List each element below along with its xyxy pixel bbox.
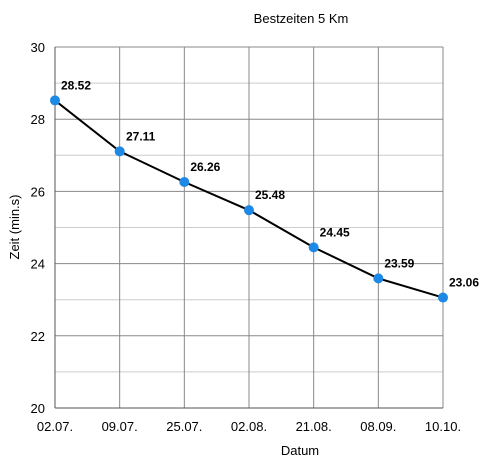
data-point xyxy=(438,292,448,303)
data-point xyxy=(373,273,384,284)
x-tick-label: 02.08. xyxy=(231,419,267,434)
axes xyxy=(54,47,443,409)
y-tick-label: 26 xyxy=(31,184,45,199)
data-label: 25.48 xyxy=(255,188,285,202)
x-tick-label: 08.09. xyxy=(360,419,396,434)
data-point xyxy=(244,205,254,216)
y-axis-label: Zeit (min.s) xyxy=(7,195,22,260)
y-tick-label: 22 xyxy=(31,329,45,344)
grid xyxy=(54,46,444,409)
x-tick-label: 25.07. xyxy=(166,419,202,434)
data-label: 26.26 xyxy=(190,160,220,174)
x-axis-label: Datum xyxy=(281,443,319,458)
x-tick-label: 02.07. xyxy=(37,419,73,434)
data-point xyxy=(114,146,125,157)
tick-labels: 20 22 24 26 28 30 02.07. 09.07. 25.07. 02.08. 21.0… xyxy=(31,40,462,434)
x-tick-label: 21.08. xyxy=(296,419,332,434)
chart-title: Bestzeiten 5 Km xyxy=(254,11,349,26)
data-point xyxy=(179,177,190,188)
data-label: 24.45 xyxy=(320,225,350,239)
y-tick-label: 28 xyxy=(31,112,45,127)
x-tick-label: 10.10. xyxy=(425,419,461,434)
data-label: 27.11 xyxy=(126,129,156,143)
y-tick-label: 20 xyxy=(31,401,45,416)
data-labels: 28.52 27.11 26.26 25.48 24.45 23.59 23.06 xyxy=(61,78,479,289)
data-label: 23.59 xyxy=(384,256,414,270)
data-markers xyxy=(50,95,448,303)
data-point xyxy=(50,95,60,106)
y-tick-label: 24 xyxy=(31,257,45,272)
data-point xyxy=(308,242,319,253)
y-tick-label: 30 xyxy=(31,40,45,55)
data-label: 28.52 xyxy=(61,78,91,92)
data-label: 23.06 xyxy=(449,276,479,290)
x-tick-label: 09.07. xyxy=(102,419,138,434)
